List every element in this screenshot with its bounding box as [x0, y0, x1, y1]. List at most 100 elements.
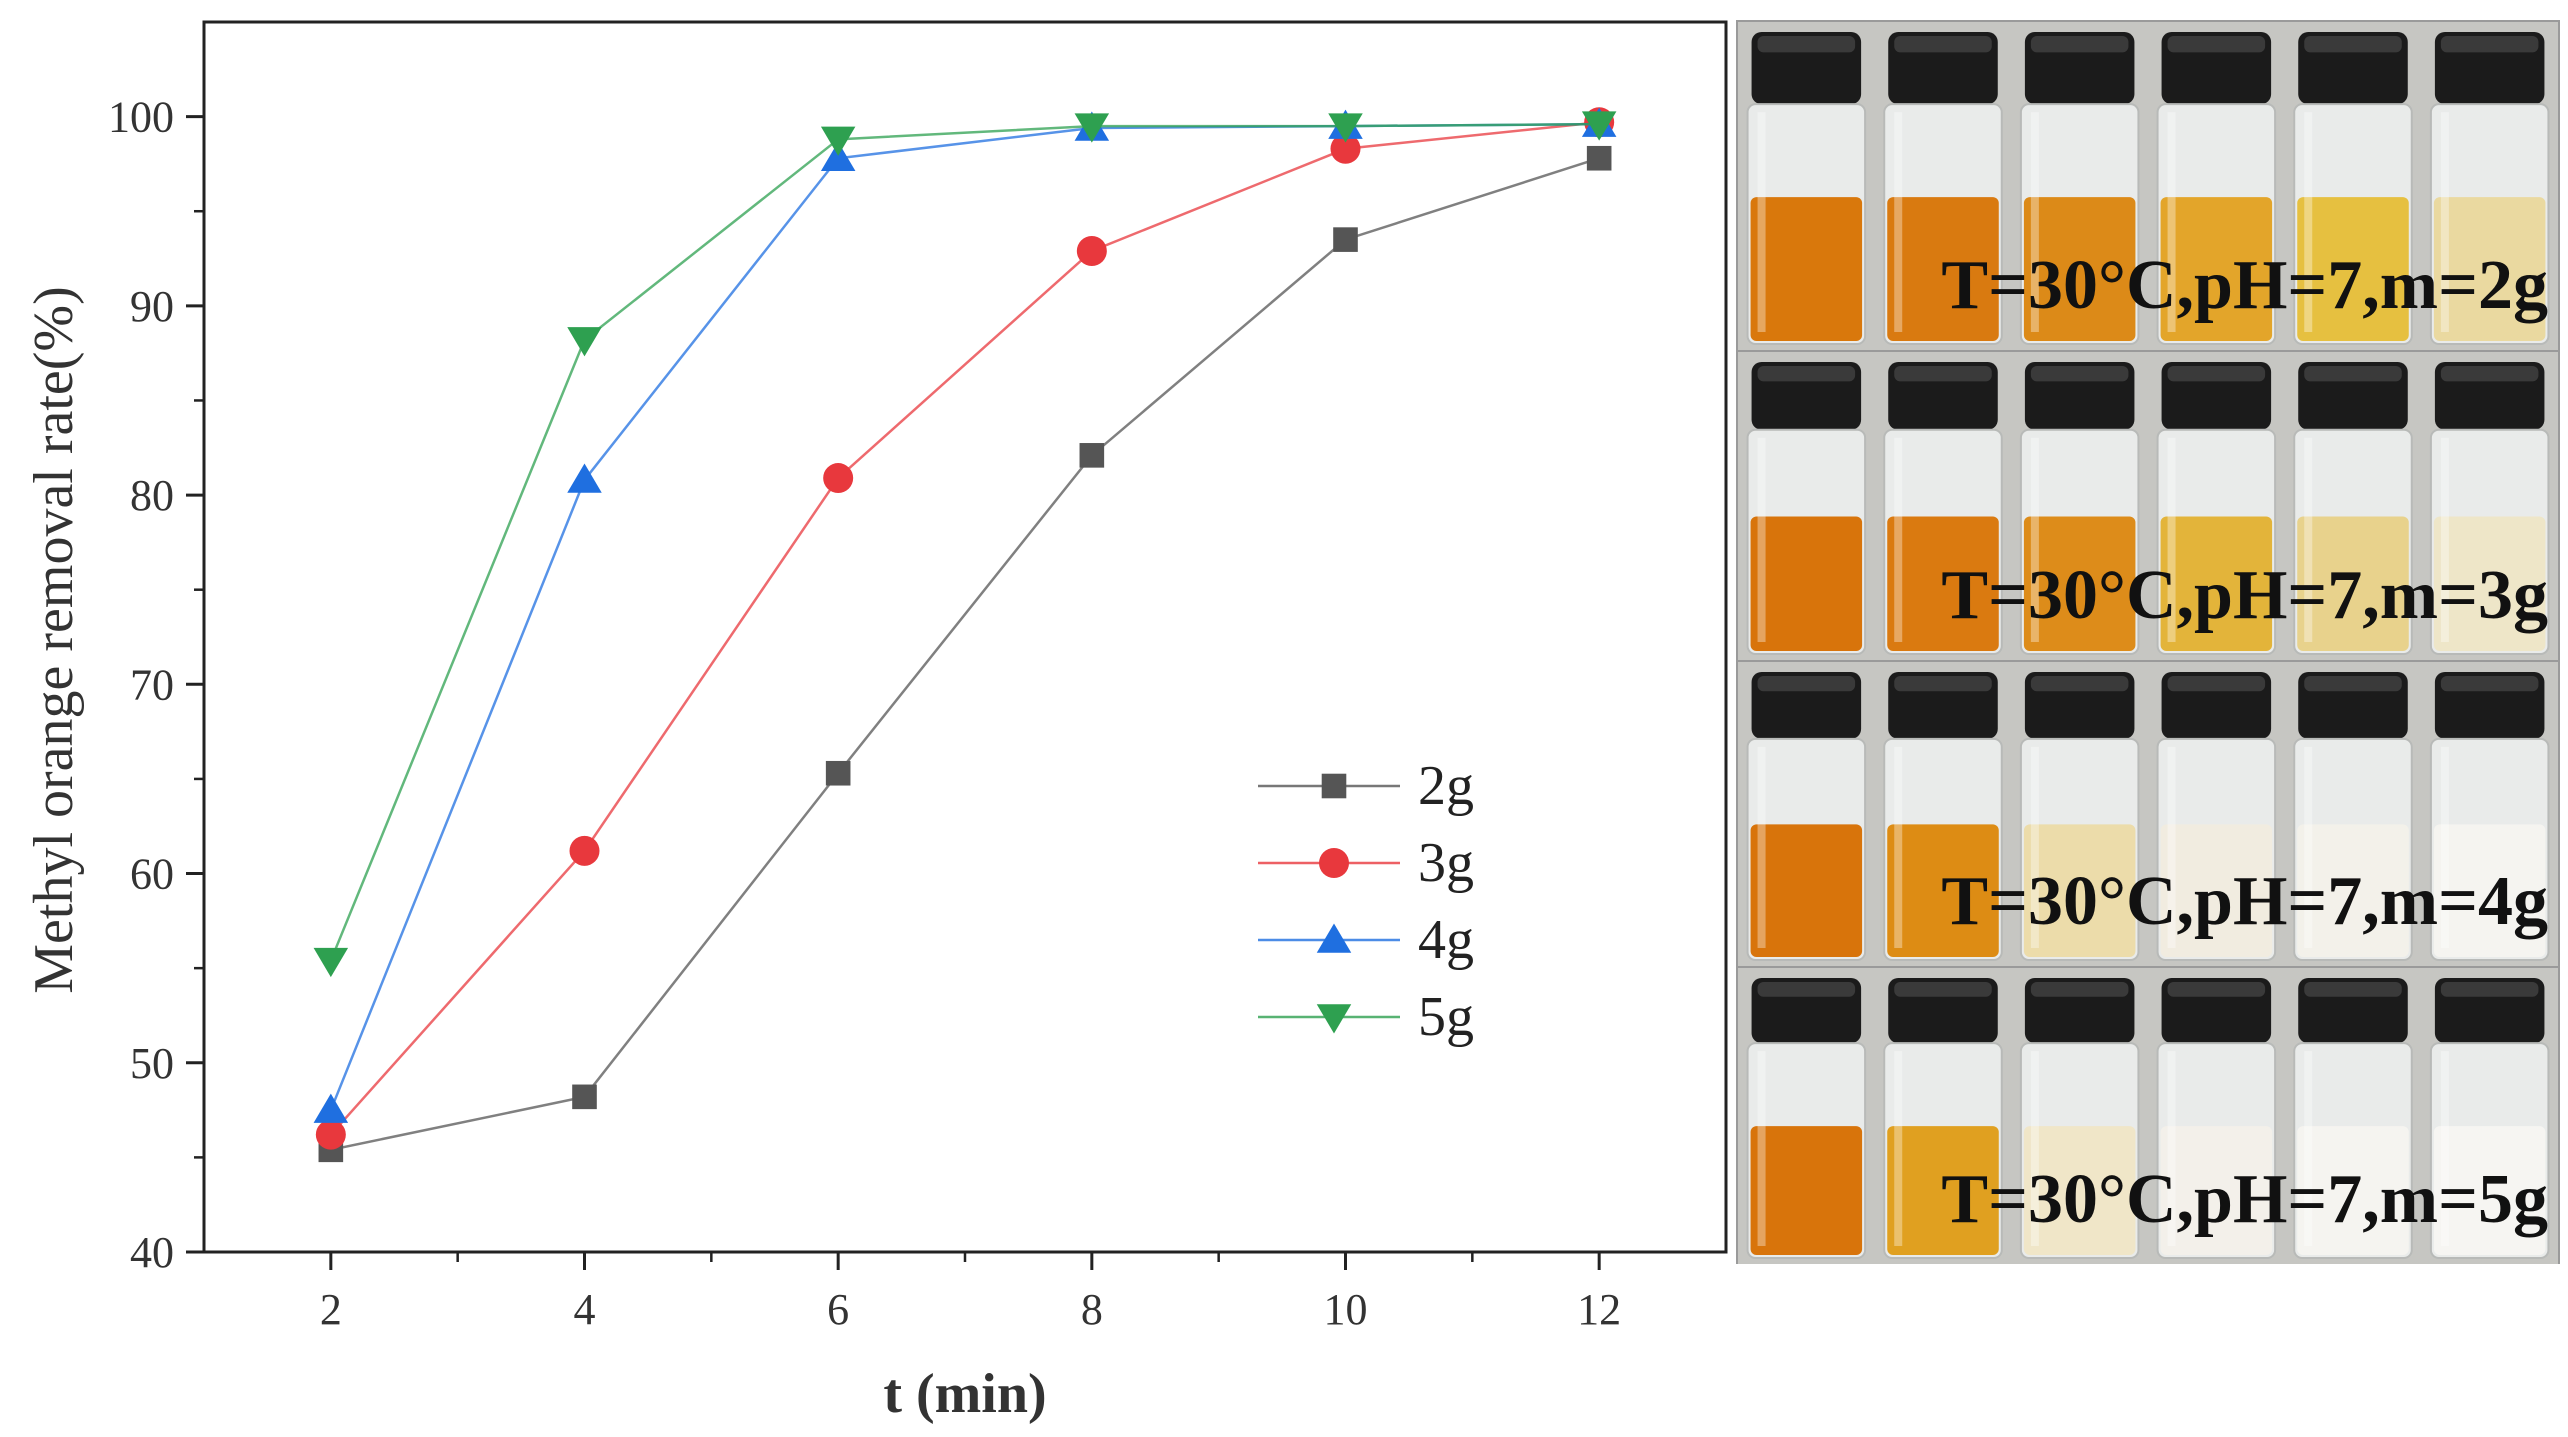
vial-liquid [2023, 1126, 2136, 1255]
vial-cap-ridge [2304, 366, 2402, 382]
vial-highlight [2440, 112, 2449, 332]
panel-label: T=30°C,pH=7,m=5g [1941, 1161, 2548, 1238]
x-axis-title: t (min) [883, 1363, 1046, 1425]
vial-cap-ridge [2440, 676, 2539, 692]
data-point [1333, 227, 1358, 252]
vial-highlight [1757, 437, 1766, 642]
vial-liquid [2297, 197, 2409, 341]
vial-highlight [2167, 112, 2176, 332]
legend-item: 4g [1258, 909, 1474, 971]
vial-cap-ridge [2304, 36, 2402, 53]
vial-cap-ridge [2030, 36, 2129, 53]
data-point [1581, 111, 1617, 141]
vial [2293, 672, 2413, 961]
y-tick-label: 60 [130, 850, 174, 899]
vial-panel: T=30°C,pH=7,m=2g [1738, 22, 2558, 350]
data-point [1586, 145, 1612, 171]
vial-photo-collage: T=30°C,pH=7,m=2g T=30°C,pH=7,m=3g T=30°C,p… [1736, 20, 2560, 1264]
vial-cap-ridge [2030, 366, 2129, 382]
vial-liquid [2160, 516, 2273, 651]
series-line [329, 121, 1600, 1136]
vial-liquid [2023, 516, 2136, 651]
vial-liquid [1750, 516, 1863, 651]
vial-cap-ridge [1894, 366, 1992, 382]
x-tick-label: 4 [574, 1285, 596, 1334]
vial-highlight [2167, 746, 2176, 948]
vial-highlight [1894, 1051, 1903, 1246]
data-point [1076, 235, 1107, 266]
vial [2019, 32, 2140, 345]
vial-liquid [2433, 1126, 2546, 1255]
legend-marker [1316, 923, 1352, 953]
vial-liquid [1887, 516, 1999, 651]
vial-cap-ridge [1757, 36, 1856, 53]
vial [2156, 978, 2277, 1259]
vial [2429, 672, 2550, 961]
vial-highlight [2304, 437, 2313, 642]
vial-liquid [2160, 1126, 2273, 1255]
legend-marker [1319, 848, 1349, 878]
vial-highlight [2304, 746, 2313, 948]
legend-label: 5g [1418, 986, 1474, 1048]
legend-marker [1321, 773, 1347, 799]
panel-label: T=30°C,pH=7,m=3g [1941, 557, 2548, 634]
vial-liquid [2433, 516, 2546, 651]
vial-cap-ridge [2167, 676, 2266, 692]
axis-ticks [186, 115, 1601, 1270]
vial-cap-ridge [1757, 982, 1856, 997]
vial-highlight [2030, 746, 2039, 948]
data-point [313, 947, 349, 978]
vial-highlight [1894, 746, 1903, 948]
vial-cap-ridge [2440, 366, 2539, 382]
vial [1883, 32, 2003, 345]
data-point [820, 141, 856, 171]
y-tick-label: 100 [108, 93, 174, 142]
vial [2293, 32, 2413, 345]
legend-label: 2g [1418, 755, 1474, 817]
data-point [569, 835, 600, 866]
y-tick-label: 40 [130, 1228, 174, 1277]
vial-panel: T=30°C,pH=7,m=5g [1738, 968, 2558, 1264]
panel-background [1738, 968, 2558, 1264]
vial-liquid [2160, 824, 2273, 957]
vial-liquid [1750, 824, 1863, 957]
vial-highlight [2440, 437, 2449, 642]
y-tick-label: 70 [130, 660, 174, 709]
vial-panel: T=30°C,pH=7,m=4g [1738, 662, 2558, 966]
vial-liquid [2433, 824, 2546, 957]
vial [2429, 978, 2550, 1259]
series-line [330, 157, 1600, 1152]
panel-label: T=30°C,pH=7,m=2g [1941, 247, 2548, 324]
legend-item: 5g [1258, 986, 1474, 1048]
vial-cap-ridge [1757, 366, 1856, 382]
legend-marker [1316, 1004, 1352, 1034]
x-tick-label: 8 [1081, 1285, 1103, 1334]
y-tick-label: 90 [130, 282, 174, 331]
vial-highlight [2030, 437, 2039, 642]
x-tick-label: 12 [1577, 1285, 1621, 1334]
vial-highlight [2167, 437, 2176, 642]
panel-background [1738, 662, 2558, 966]
vial [2293, 362, 2413, 656]
data-point [313, 1093, 349, 1123]
plot-area [202, 20, 1728, 1254]
legend-item: 2g [1258, 755, 1474, 817]
legend: 2g 3g 4g 5g [1258, 755, 1474, 1048]
data-point [1330, 133, 1361, 164]
x-tick-label: 10 [1324, 1285, 1368, 1334]
vial-highlight [1894, 437, 1903, 642]
vial-liquid [2297, 824, 2409, 957]
vial-liquid [2023, 197, 2136, 341]
vial-highlight [2030, 112, 2039, 332]
vial-cap-ridge [1894, 36, 1992, 53]
vial [2019, 978, 2140, 1259]
vial [1746, 672, 1867, 961]
vial-cap-ridge [1894, 982, 1992, 997]
vial [2019, 672, 2140, 961]
vial-highlight [2167, 1051, 2176, 1246]
data-point [1074, 113, 1110, 143]
vial [1746, 362, 1867, 656]
panel-label: T=30°C,pH=7,m=4g [1941, 863, 2548, 940]
vial-cap-ridge [2030, 982, 2129, 997]
vial [2429, 32, 2550, 345]
